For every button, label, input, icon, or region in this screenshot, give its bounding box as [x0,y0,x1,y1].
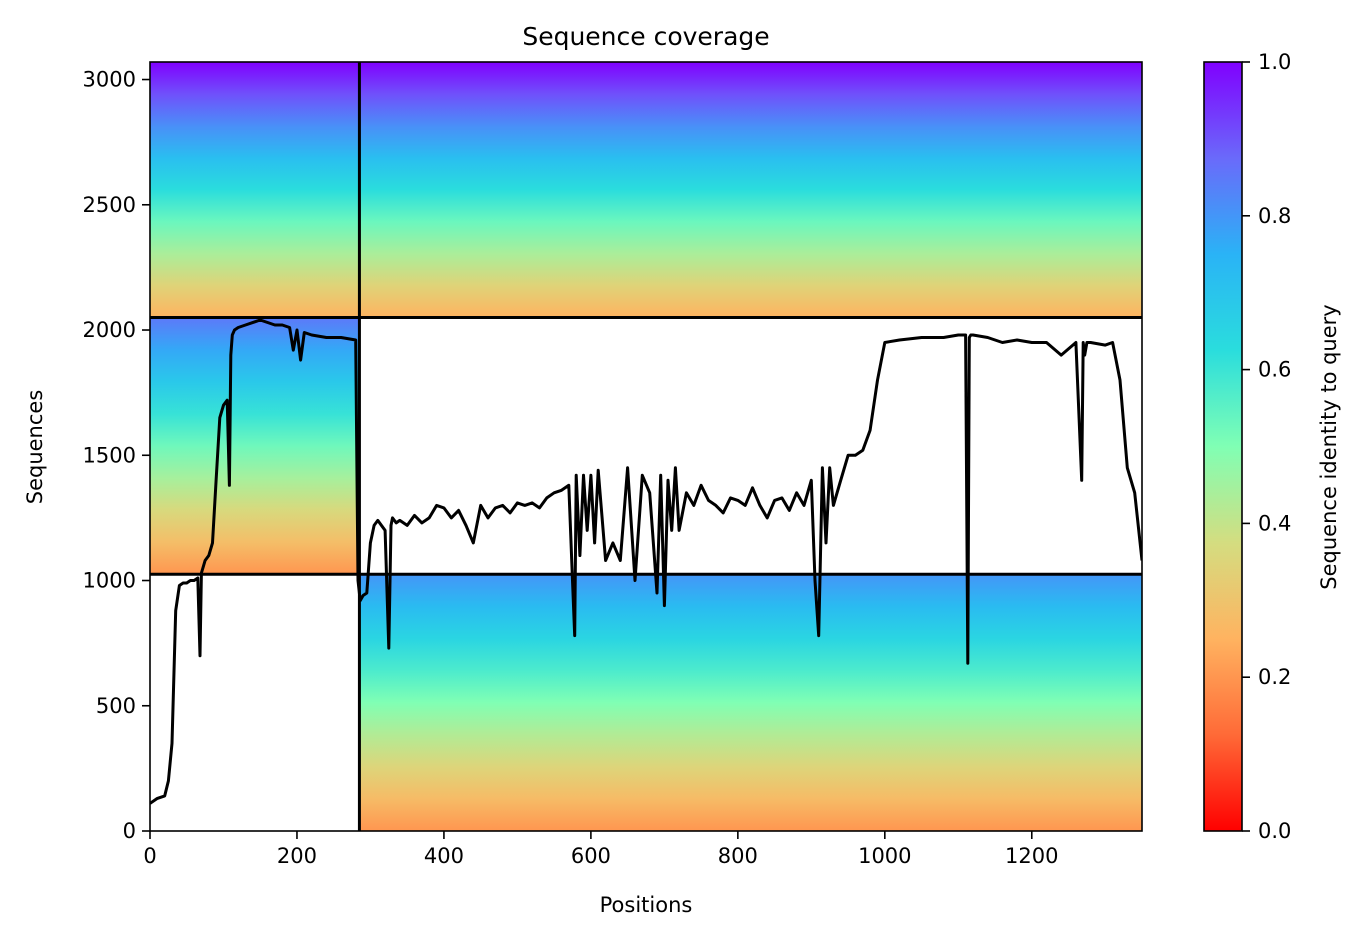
y-tick-label: 1500 [83,443,136,467]
colorbar-tick-label: 1.0 [1258,50,1291,74]
colorbar-tick-label: 0.2 [1258,665,1291,689]
x-tick-label: 600 [571,844,611,868]
y-axis: 0 500 1000 1500 2000 2500 3000 [83,68,150,843]
y-tick-label: 3000 [83,68,136,92]
colorbar-frame [1203,61,1243,832]
colorbar-tick-label: 0.0 [1258,819,1291,843]
colorbar-ticks: 0.0 0.2 0.4 0.6 0.8 1.0 [1242,50,1291,843]
x-tick-label: 1000 [858,844,911,868]
heatmap-block-chain-B-paired [359,62,1142,318]
y-tick-label: 1000 [83,569,136,593]
x-tick-label: 1200 [1005,844,1058,868]
coverage-line [150,318,1142,805]
y-tick-label: 0 [123,819,136,843]
coverage-heatmap [150,62,1142,831]
colorbar: 0.0 0.2 0.4 0.6 0.8 1.0 Sequence identity to … [1203,50,1341,843]
x-tick-label: 200 [277,844,317,868]
x-tick-label: 400 [424,844,464,868]
x-axis-label: Positions [600,893,693,917]
plot-area [149,61,1143,832]
y-tick-label: 2500 [83,193,136,217]
x-tick-label: 800 [718,844,758,868]
y-axis-label: Sequences [23,390,47,505]
x-tick-label: 0 [143,844,156,868]
colorbar-gradient [1204,62,1242,831]
y-tick-label: 500 [96,694,136,718]
heatmap-block-chain-A-self [150,62,360,318]
colorbar-tick-label: 0.6 [1258,358,1291,382]
chart-title: Sequence coverage [522,22,769,51]
plot-frame [149,61,1143,832]
colorbar-tick-label: 0.4 [1258,511,1291,535]
colorbar-label: Sequence identity to query [1317,304,1341,589]
y-tick-label: 2000 [83,318,136,342]
colorbar-tick-label: 0.8 [1258,204,1291,228]
heatmap-block-chain-B-self [359,574,1142,831]
heatmap-block-chain-A-paired [150,317,360,575]
x-axis: 0 200 400 600 800 1000 1200 [143,831,1059,868]
chain-boundaries [150,62,1142,831]
